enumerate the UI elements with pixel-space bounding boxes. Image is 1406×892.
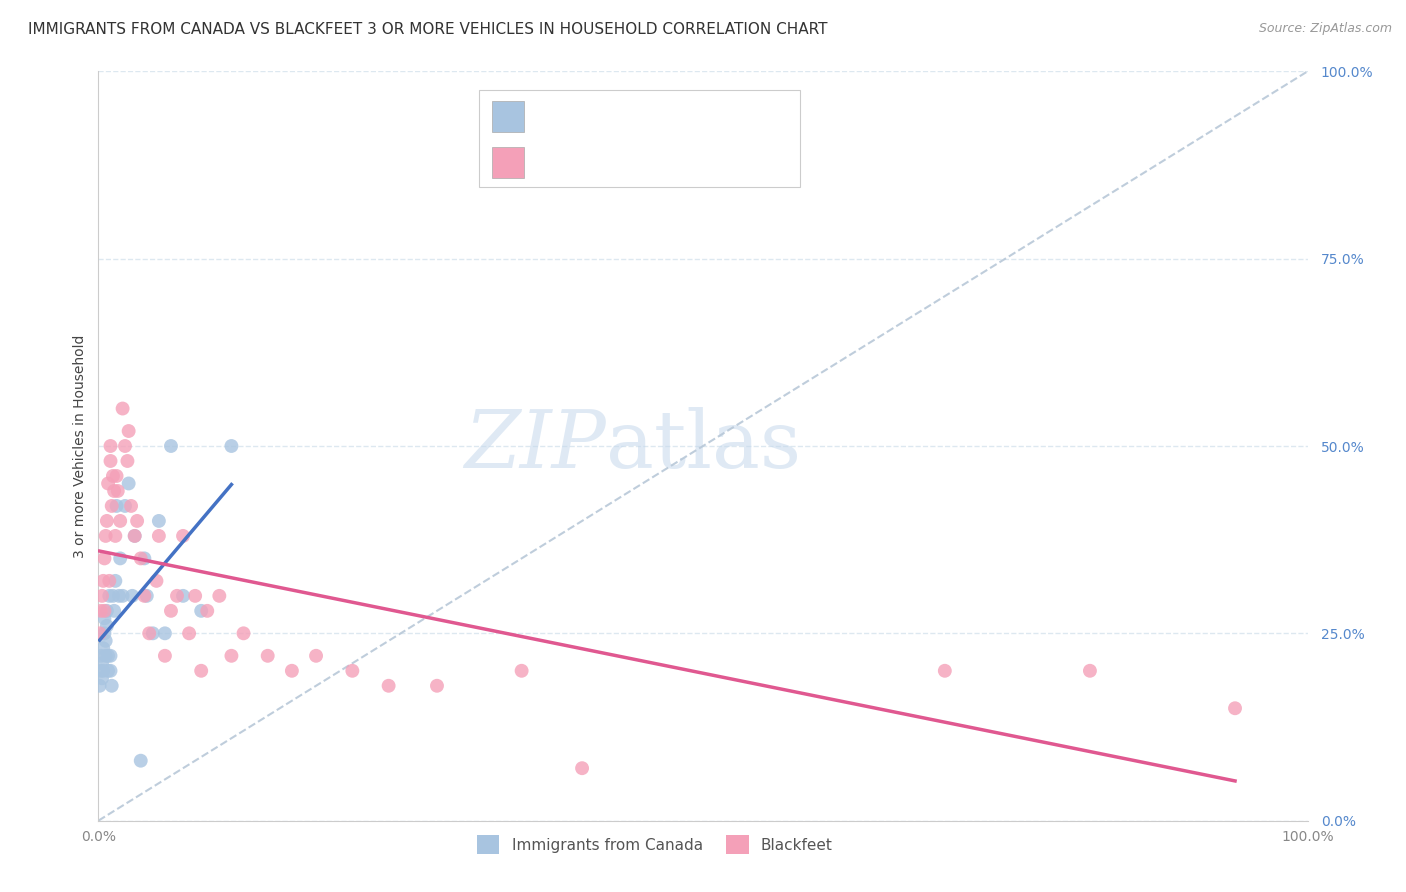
Point bbox=[91, 664, 114, 678]
Point bbox=[108, 589, 131, 603]
Point bbox=[305, 648, 328, 663]
Point bbox=[100, 664, 122, 678]
Point bbox=[426, 679, 449, 693]
Point bbox=[101, 469, 124, 483]
Point bbox=[103, 483, 125, 498]
Point bbox=[153, 648, 176, 663]
Point bbox=[100, 454, 122, 468]
Point bbox=[135, 589, 157, 603]
Point bbox=[114, 439, 136, 453]
Point bbox=[134, 551, 156, 566]
Point bbox=[190, 604, 212, 618]
Point bbox=[377, 679, 399, 693]
Point bbox=[129, 754, 152, 768]
Point bbox=[104, 574, 127, 588]
Point bbox=[100, 499, 122, 513]
Point bbox=[256, 648, 278, 663]
Point bbox=[91, 671, 114, 685]
Point bbox=[134, 589, 156, 603]
Point bbox=[138, 626, 160, 640]
Point bbox=[232, 626, 254, 640]
Point bbox=[190, 664, 212, 678]
Point bbox=[124, 529, 146, 543]
Y-axis label: 3 or more Vehicles in Household: 3 or more Vehicles in Household bbox=[73, 334, 87, 558]
Point bbox=[104, 529, 127, 543]
Point bbox=[124, 529, 146, 543]
Point bbox=[100, 679, 122, 693]
Point bbox=[96, 514, 118, 528]
Point bbox=[160, 604, 183, 618]
Text: atlas: atlas bbox=[606, 407, 801, 485]
Point bbox=[120, 499, 142, 513]
Point bbox=[91, 574, 114, 588]
Point bbox=[111, 589, 134, 603]
Point bbox=[93, 604, 115, 618]
Point bbox=[94, 633, 117, 648]
Point bbox=[90, 664, 112, 678]
Point bbox=[221, 648, 243, 663]
Point bbox=[108, 551, 131, 566]
Point bbox=[100, 648, 122, 663]
Point bbox=[105, 469, 128, 483]
Point bbox=[91, 641, 114, 656]
Point bbox=[101, 589, 124, 603]
Point bbox=[172, 529, 194, 543]
Point bbox=[91, 657, 114, 671]
Point bbox=[114, 499, 136, 513]
Point bbox=[96, 619, 118, 633]
Point bbox=[121, 589, 143, 603]
Point bbox=[117, 454, 139, 468]
Text: IMMIGRANTS FROM CANADA VS BLACKFEET 3 OR MORE VEHICLES IN HOUSEHOLD CORRELATION : IMMIGRANTS FROM CANADA VS BLACKFEET 3 OR… bbox=[28, 22, 828, 37]
Point bbox=[221, 439, 243, 453]
Point bbox=[172, 589, 194, 603]
Point bbox=[90, 604, 112, 618]
Point bbox=[105, 499, 128, 513]
Point bbox=[195, 604, 218, 618]
Point bbox=[127, 514, 149, 528]
Point bbox=[93, 611, 115, 625]
Point bbox=[510, 664, 533, 678]
Point bbox=[103, 604, 125, 618]
Text: ZIP: ZIP bbox=[464, 408, 606, 484]
Point bbox=[160, 439, 183, 453]
Point bbox=[100, 439, 122, 453]
Point bbox=[107, 483, 129, 498]
Point bbox=[94, 648, 117, 663]
Point bbox=[934, 664, 956, 678]
Point bbox=[148, 514, 170, 528]
Point bbox=[97, 476, 120, 491]
Point bbox=[91, 589, 114, 603]
Point bbox=[1223, 701, 1246, 715]
Point bbox=[97, 648, 120, 663]
Point bbox=[98, 589, 121, 603]
Point bbox=[93, 626, 115, 640]
Point bbox=[118, 424, 141, 438]
Point bbox=[98, 574, 121, 588]
Point bbox=[281, 664, 304, 678]
Point bbox=[145, 574, 167, 588]
Point bbox=[148, 529, 170, 543]
Point bbox=[184, 589, 207, 603]
Point bbox=[111, 401, 134, 416]
Point bbox=[96, 604, 118, 618]
Point bbox=[94, 529, 117, 543]
Point bbox=[342, 664, 364, 678]
Point bbox=[142, 626, 165, 640]
Point bbox=[89, 679, 111, 693]
Point bbox=[90, 648, 112, 663]
Point bbox=[153, 626, 176, 640]
Point bbox=[108, 514, 131, 528]
Point bbox=[129, 551, 152, 566]
Point bbox=[97, 664, 120, 678]
Point bbox=[179, 626, 201, 640]
Point bbox=[93, 551, 115, 566]
Point bbox=[166, 589, 188, 603]
Legend: Immigrants from Canada, Blackfeet: Immigrants from Canada, Blackfeet bbox=[468, 828, 841, 862]
Point bbox=[571, 761, 593, 775]
Point bbox=[118, 476, 141, 491]
Point bbox=[1078, 664, 1101, 678]
Point bbox=[208, 589, 231, 603]
Text: Source: ZipAtlas.com: Source: ZipAtlas.com bbox=[1258, 22, 1392, 36]
Point bbox=[89, 626, 111, 640]
